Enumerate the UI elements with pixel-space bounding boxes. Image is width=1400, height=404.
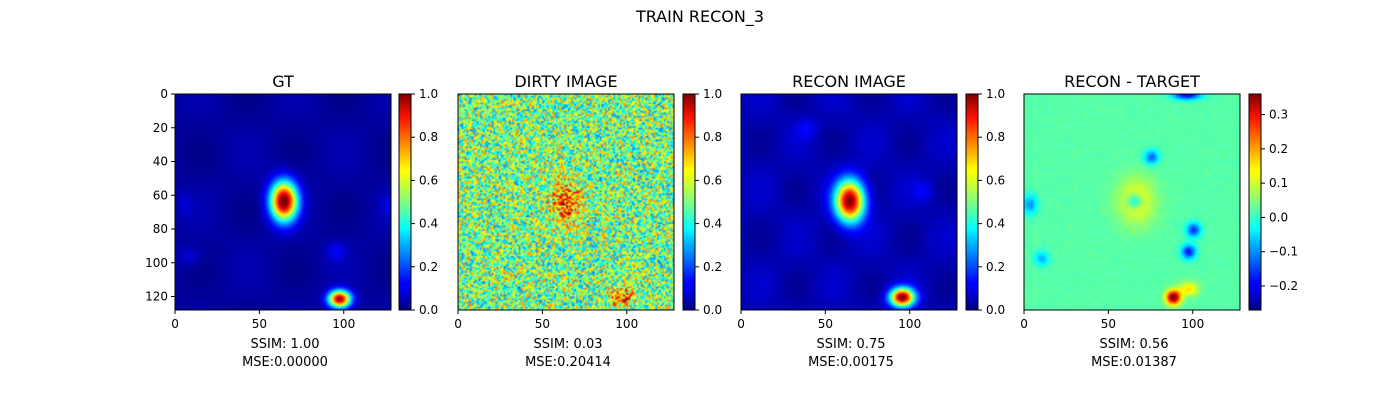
caption-ssim: SSIM: 1.00	[250, 337, 319, 352]
plot-frame	[457, 93, 675, 311]
panel-title: DIRTY IMAGE	[514, 72, 617, 91]
y-tick-label: 40	[153, 155, 168, 169]
caption-mse: MSE:0.01387	[1091, 355, 1177, 370]
caption-mse: MSE:0.00000	[242, 355, 328, 370]
colorbar-tick-label: 1.0	[419, 87, 438, 101]
heatmap-image	[458, 94, 674, 310]
heatmap-image	[741, 94, 957, 310]
plot-frame	[174, 93, 392, 311]
y-tick-label: 100	[145, 256, 168, 270]
caption-ssim: SSIM: 0.75	[816, 337, 885, 352]
colorbar-tick-label: 0.8	[986, 130, 1005, 144]
colorbar-tick-label: −0.2	[1269, 279, 1298, 293]
panel-gt: GT 0 50 100 0 20 40 60 80 100 120 SSIM: 1.00 MSE…	[145, 72, 392, 370]
colorbar-ticks: 0.0 0.2 0.4 0.6 0.8 1.0	[411, 87, 438, 317]
colorbar-diff: 0.3 0.2 0.1 0.0 −0.1 −0.2	[1248, 93, 1298, 311]
x-tick-label: 50	[252, 317, 267, 331]
colorbar-tick-label: 0.8	[419, 130, 438, 144]
x-ticks: 0 50 100	[171, 310, 355, 331]
x-tick-label: 50	[818, 317, 833, 331]
colorbar-gradient	[398, 93, 412, 311]
x-tick-label: 50	[535, 317, 550, 331]
panel-diff: RECON - TARGET 0 50 100 SSIM: 0.56 MSE:0.0…	[1020, 72, 1241, 370]
colorbar-tick-label: 1.0	[703, 87, 722, 101]
colorbar-tick-label: −0.1	[1269, 245, 1298, 259]
heatmap-image	[1024, 94, 1240, 310]
y-tick-label: 120	[145, 290, 168, 304]
panel-title: RECON IMAGE	[792, 72, 906, 91]
colorbar-tick-label: 0.4	[986, 217, 1005, 231]
x-tick-label: 0	[1020, 317, 1028, 331]
colorbar-gradient	[682, 93, 696, 311]
x-ticks: 0 50 100	[454, 310, 638, 331]
colorbar-tick-label: 0.0	[419, 303, 438, 317]
colorbar-tick-label: 0.0	[986, 303, 1005, 317]
caption-ssim: SSIM: 0.56	[1099, 337, 1168, 352]
colorbar-tick-label: 0.6	[703, 173, 722, 187]
colorbar-ticks: 0.3 0.2 0.1 0.0 −0.1 −0.2	[1261, 108, 1298, 293]
x-tick-label: 0	[454, 317, 462, 331]
x-tick-label: 100	[898, 317, 921, 331]
colorbar-tick-label: 1.0	[986, 87, 1005, 101]
y-tick-label: 80	[153, 222, 168, 236]
colorbar-ticks: 0.0 0.2 0.4 0.6 0.8 1.0	[978, 87, 1005, 317]
x-tick-label: 0	[737, 317, 745, 331]
y-ticks: 0 20 40 60 80 100 120	[145, 87, 175, 304]
y-tick-label: 0	[160, 87, 168, 101]
caption-ssim: SSIM: 0.03	[533, 337, 602, 352]
colorbar-tick-label: 0.6	[986, 173, 1005, 187]
y-tick-label: 20	[153, 121, 168, 135]
colorbar-tick-label: 0.8	[703, 130, 722, 144]
x-tick-label: 100	[1181, 317, 1204, 331]
colorbar-tick-label: 0.4	[703, 217, 722, 231]
panel-title: RECON - TARGET	[1064, 72, 1200, 91]
x-ticks: 0 50 100	[1020, 310, 1204, 331]
colorbar-tick-label: 0.0	[703, 303, 722, 317]
x-tick-label: 50	[1101, 317, 1116, 331]
figure-suptitle: TRAIN RECON_3	[635, 7, 764, 27]
colorbar-tick-label: 0.6	[419, 173, 438, 187]
panel-dirty: DIRTY IMAGE 0 50 100 SSIM: 0.03 MSE:0.2041…	[454, 72, 675, 370]
colorbar-tick-label: 0.2	[419, 260, 438, 274]
x-tick-label: 100	[332, 317, 355, 331]
x-tick-label: 100	[615, 317, 638, 331]
colorbar-tick-label: 0.2	[703, 260, 722, 274]
plot-frame	[740, 93, 958, 311]
plot-frame	[1023, 93, 1241, 311]
colorbar-tick-label: 0.2	[1269, 142, 1288, 156]
colorbar-tick-label: 0.1	[1269, 176, 1288, 190]
colorbar-tick-label: 0.0	[1269, 210, 1288, 224]
x-tick-label: 0	[171, 317, 179, 331]
heatmap-image	[175, 94, 391, 310]
colorbar-ticks: 0.0 0.2 0.4 0.6 0.8 1.0	[695, 87, 722, 317]
panel-title: GT	[272, 72, 294, 91]
caption-mse: MSE:0.20414	[525, 355, 611, 370]
y-tick-label: 60	[153, 188, 168, 202]
colorbar-gradient	[1248, 93, 1262, 311]
colorbar-tick-label: 0.4	[419, 217, 438, 231]
colorbar-recon: 0.0 0.2 0.4 0.6 0.8 1.0	[965, 87, 1005, 317]
caption-mse: MSE:0.00175	[808, 355, 894, 370]
colorbar-gt: 0.0 0.2 0.4 0.6 0.8 1.0	[398, 87, 438, 317]
colorbar-tick-label: 0.3	[1269, 108, 1288, 122]
panel-recon: RECON IMAGE 0 50 100 SSIM: 0.75 MSE:0.0017…	[737, 72, 958, 370]
colorbar-tick-label: 0.2	[986, 260, 1005, 274]
x-ticks: 0 50 100	[737, 310, 921, 331]
colorbar-dirty: 0.0 0.2 0.4 0.6 0.8 1.0	[682, 87, 722, 317]
colorbar-gradient	[965, 93, 979, 311]
